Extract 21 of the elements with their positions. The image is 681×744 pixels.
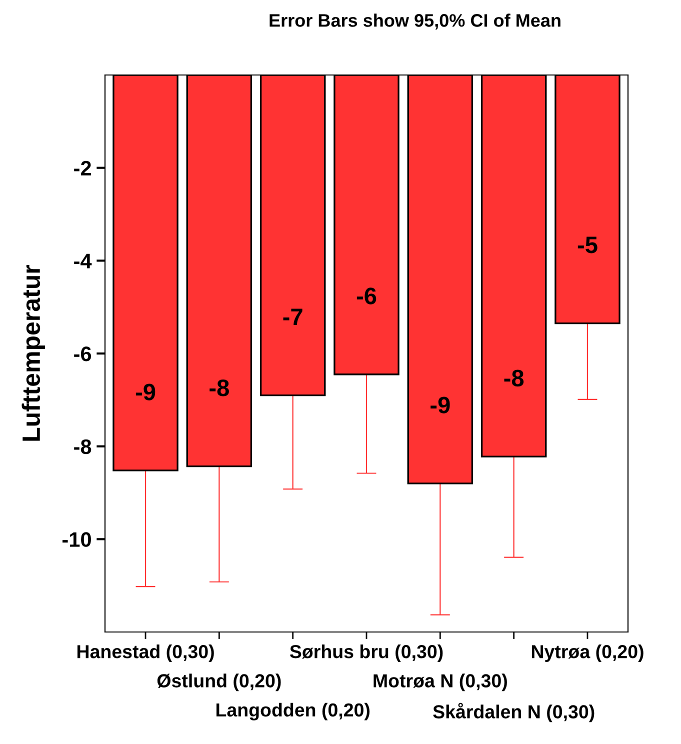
x-tick-label: Østlund (0,20) (157, 674, 281, 692)
data-label: -8 (504, 370, 524, 386)
data-label: -9 (136, 384, 156, 400)
data-label: -7 (283, 308, 302, 325)
y-axis-title: Lufttemperatur (22, 264, 46, 441)
chart-title: Error Bars show 95,0% CI of Mean (270, 14, 560, 30)
y-tick-label: -10 (62, 532, 91, 547)
data-label: -6 (356, 288, 376, 304)
data-label: -9 (430, 396, 450, 414)
y-tick-label: -4 (74, 254, 92, 268)
x-tick-label: Hanestad (0,30) (77, 644, 214, 662)
data-label: -8 (210, 380, 229, 396)
x-tick-label: Nytrøa (0,20) (532, 644, 644, 662)
x-tick-label: Motrøa N (0,30) (374, 674, 507, 692)
data-label: -5 (578, 236, 598, 254)
x-tick-label: Langodden (0,20) (216, 702, 370, 720)
y-tick-label: -2 (74, 160, 91, 176)
x-tick-label: Skårdalen N (0,30) (433, 702, 594, 722)
x-tick-label: Sørhus bru (0,30) (290, 644, 443, 662)
y-tick-label: -6 (74, 346, 92, 362)
y-tick-label: -8 (74, 439, 92, 454)
